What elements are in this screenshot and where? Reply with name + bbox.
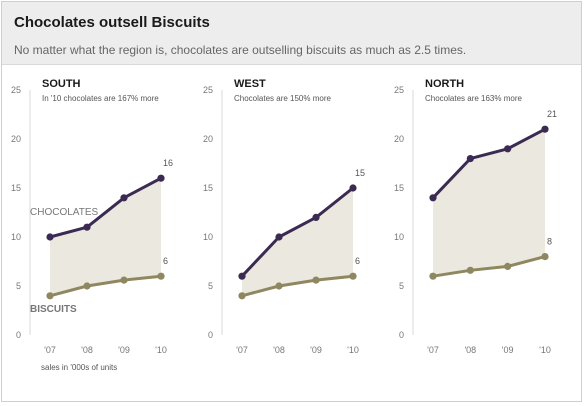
north-y-tick-label: 15 [394,183,404,193]
west-x-tick-label: '09 [310,345,322,355]
west-biscuits-end-label: 6 [355,256,360,266]
south-chocolates-series-label: CHOCOLATES [30,207,98,218]
west-panel-title: WEST [234,78,266,90]
north-biscuits-point [466,266,474,274]
north-y-tick-label: 5 [399,281,404,291]
north-y-tick-label: 25 [394,85,404,95]
north-y-tick-label: 0 [399,330,404,340]
header-bar: Chocolates outsell Biscuits No matter wh… [2,2,581,65]
west-biscuits-point [275,282,283,290]
chart-subtitle: No matter what the region is, chocolates… [14,43,467,57]
west-chocolates-line [240,186,354,278]
north-chocolates-point [504,145,512,153]
north-panel-title: NORTH [425,78,464,90]
south-biscuits-point [83,282,91,290]
west-biscuits-point [238,292,246,300]
west-chocolates-end-label: 15 [355,168,365,178]
south-chocolates-point [46,233,54,241]
west-y-tick-label: 0 [208,330,213,340]
west-x-tick-label: '08 [273,345,285,355]
north-y-tick-label: 20 [394,134,404,144]
west-y-tick-label: 20 [203,134,213,144]
south-y-tick-label: 0 [16,330,21,340]
south-x-tick-label: '09 [118,345,130,355]
north-biscuits-point [429,272,437,280]
south-y-tick-label: 25 [11,85,21,95]
north-x-tick-label: '10 [539,345,551,355]
south-chocolates-point [83,223,91,231]
south-gap-area [50,178,161,296]
west-y-tick-label: 10 [203,232,213,242]
west-x-tick-label: '10 [347,345,359,355]
west-chocolates-point [275,233,283,241]
south-biscuits-point [46,292,54,300]
south-chocolates-end-label: 16 [163,158,173,168]
north-y-tick-label: 10 [394,232,404,242]
chart-title: Chocolates outsell Biscuits [14,14,210,31]
south-x-tick-label: '08 [81,345,93,355]
west-gap-area [242,188,353,296]
south-x-tick-label: '07 [44,345,56,355]
west-x-tick-label: '07 [236,345,248,355]
north-chocolates-point [466,155,474,163]
south-y-tick-label: 10 [11,232,21,242]
west-y-tick-label: 15 [203,183,213,193]
units-footnote: sales in '000s of units [41,363,118,372]
south-biscuits-end-label: 6 [163,256,168,266]
north-biscuits-point [504,262,512,270]
west-y-tick-label: 25 [203,85,213,95]
south-x-tick-label: '10 [155,345,167,355]
west-chocolates-point [312,213,320,221]
west-biscuits-line [241,274,354,298]
north-x-tick-label: '07 [427,345,439,355]
south-panel-subtitle: In '10 chocolates are 167% more [42,94,159,103]
west-chocolates-point [238,272,246,280]
south-y-tick-label: 5 [16,281,21,291]
north-biscuits-line [432,255,546,278]
south-biscuits-series-label: BISCUITS [30,304,77,315]
south-chocolates-line [49,176,162,239]
north-biscuits-point [541,253,549,261]
west-chocolates-point [349,184,357,192]
north-x-tick-label: '08 [464,345,476,355]
south-biscuits-line [49,274,162,298]
west-biscuits-point [349,272,357,280]
south-chocolates-point [157,174,165,182]
north-panel-subtitle: Chocolates are 163% more [425,94,522,103]
north-chocolates-end-label: 21 [547,109,557,119]
west-biscuits-point [312,276,320,284]
north-biscuits-end-label: 8 [547,237,552,247]
north-chocolates-point [429,194,437,202]
south-y-tick-label: 20 [11,134,21,144]
south-biscuits-point [157,272,165,280]
north-x-tick-label: '09 [502,345,514,355]
south-biscuits-point [120,276,128,284]
west-panel-subtitle: Chocolates are 150% more [234,94,331,103]
south-chocolates-point [120,194,128,202]
north-chocolates-point [541,125,549,133]
north-chocolates-line [431,127,546,199]
west-y-tick-label: 5 [208,281,213,291]
south-y-tick-label: 15 [11,183,21,193]
south-panel-title: SOUTH [42,78,81,90]
north-gap-area [433,129,545,277]
